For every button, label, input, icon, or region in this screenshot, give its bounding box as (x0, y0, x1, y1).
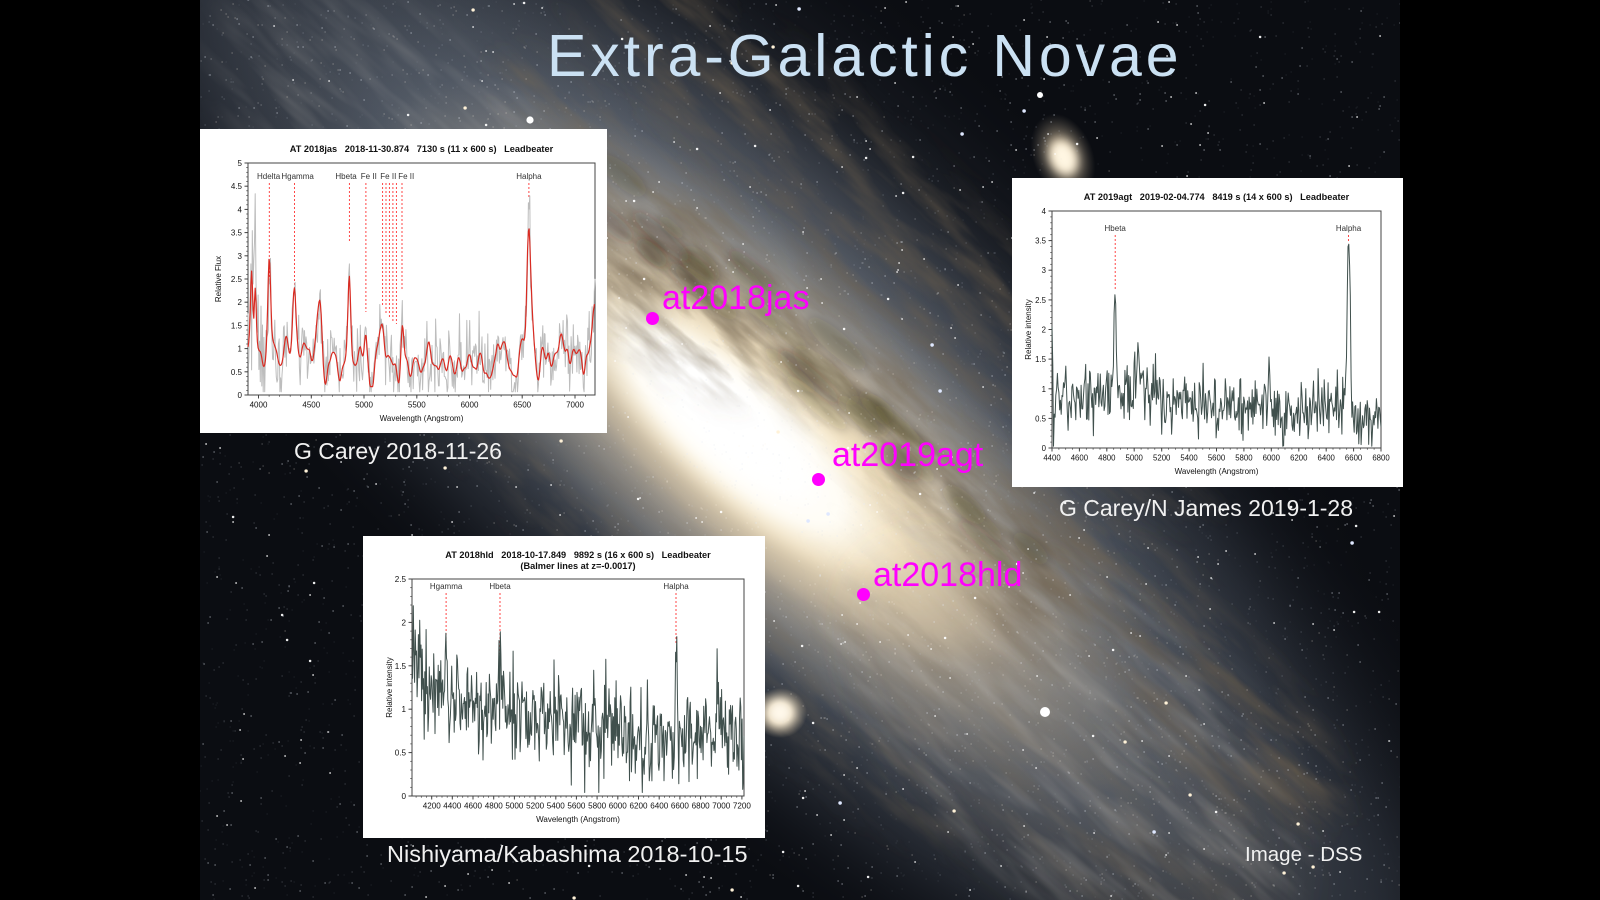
svg-text:6000: 6000 (609, 802, 628, 811)
svg-text:3: 3 (238, 252, 243, 261)
svg-text:5000: 5000 (355, 401, 373, 410)
svg-text:2.5: 2.5 (231, 275, 243, 284)
svg-text:6600: 6600 (1345, 454, 1363, 463)
svg-text:Hbeta: Hbeta (1105, 224, 1127, 233)
svg-text:1.5: 1.5 (395, 662, 407, 671)
svg-text:3: 3 (1042, 266, 1046, 275)
svg-text:0: 0 (238, 391, 243, 400)
svg-text:6000: 6000 (1263, 454, 1281, 463)
svg-text:Hgamma: Hgamma (281, 172, 314, 181)
svg-text:7200: 7200 (733, 802, 752, 811)
svg-text:5500: 5500 (408, 401, 426, 410)
svg-text:2: 2 (401, 618, 406, 627)
svg-text:3.5: 3.5 (231, 229, 243, 238)
svg-text:4200: 4200 (423, 802, 442, 811)
svg-text:0: 0 (1042, 444, 1047, 453)
svg-text:(Balmer lines at z=-0.0017): (Balmer lines at z=-0.0017) (520, 561, 635, 571)
svg-text:AT 2018hld 2018-10-17.849: AT 2018hld 2018-10-17.849 9892 s (16 x 6… (445, 550, 711, 560)
svg-text:4000: 4000 (250, 401, 268, 410)
svg-text:Halpha: Halpha (1336, 224, 1362, 233)
svg-text:2.5: 2.5 (395, 575, 407, 584)
svg-text:0: 0 (401, 792, 406, 801)
svg-text:7000: 7000 (566, 401, 584, 410)
svg-text:AT 2018jas 2018-11-30.874: AT 2018jas 2018-11-30.874 7130 s (11 x 6… (290, 144, 554, 154)
svg-text:4600: 4600 (464, 802, 483, 811)
svg-text:1: 1 (401, 705, 406, 714)
svg-text:5600: 5600 (1208, 454, 1226, 463)
svg-text:6800: 6800 (1372, 454, 1390, 463)
svg-text:2: 2 (238, 298, 243, 307)
svg-text:1: 1 (238, 345, 243, 354)
svg-text:5200: 5200 (1153, 454, 1171, 463)
svg-text:4800: 4800 (485, 802, 504, 811)
svg-text:6500: 6500 (513, 401, 531, 410)
svg-text:4800: 4800 (1098, 454, 1116, 463)
svg-text:6400: 6400 (650, 802, 669, 811)
svg-text:5: 5 (238, 159, 243, 168)
svg-text:Halpha: Halpha (663, 582, 689, 591)
svg-text:1.5: 1.5 (231, 321, 243, 330)
svg-text:5400: 5400 (1180, 454, 1198, 463)
svg-text:4.5: 4.5 (231, 182, 243, 191)
svg-text:0.5: 0.5 (1035, 414, 1047, 423)
svg-text:1.5: 1.5 (1035, 355, 1047, 364)
svg-text:Wavelength (Angstrom): Wavelength (Angstrom) (1175, 467, 1259, 476)
svg-text:1: 1 (1042, 385, 1046, 394)
svg-text:7000: 7000 (712, 802, 731, 811)
svg-text:6200: 6200 (1290, 454, 1308, 463)
svg-text:0.5: 0.5 (231, 368, 243, 377)
svg-text:Fe II: Fe II (380, 172, 396, 181)
svg-text:5800: 5800 (1235, 454, 1253, 463)
svg-text:4600: 4600 (1071, 454, 1089, 463)
svg-text:Relative intensity: Relative intensity (385, 657, 394, 717)
svg-text:4: 4 (1042, 207, 1047, 216)
svg-text:Relative Flux: Relative Flux (214, 256, 223, 302)
svg-text:Hbeta: Hbeta (489, 582, 511, 591)
svg-text:5200: 5200 (526, 802, 545, 811)
svg-text:5800: 5800 (588, 802, 607, 811)
svg-text:Wavelength (Angstrom): Wavelength (Angstrom) (536, 815, 620, 824)
svg-text:Hdelta: Hdelta (257, 172, 281, 181)
svg-text:6400: 6400 (1318, 454, 1336, 463)
svg-text:0.5: 0.5 (395, 749, 407, 758)
svg-text:Halpha: Halpha (516, 172, 542, 181)
svg-text:AT 2019agt 2019-02-04.774: AT 2019agt 2019-02-04.774 8419 s (14 x 6… (1084, 192, 1350, 202)
svg-text:Relative intensity: Relative intensity (1024, 299, 1033, 359)
svg-text:Hbeta: Hbeta (335, 172, 357, 181)
svg-text:5000: 5000 (1126, 454, 1144, 463)
svg-text:5600: 5600 (567, 802, 586, 811)
svg-text:4: 4 (238, 205, 243, 214)
svg-text:3.5: 3.5 (1035, 237, 1047, 246)
svg-text:Fe II: Fe II (361, 172, 377, 181)
svg-text:6600: 6600 (671, 802, 690, 811)
svg-text:6200: 6200 (629, 802, 648, 811)
svg-text:2: 2 (1042, 326, 1046, 335)
svg-text:4500: 4500 (302, 401, 320, 410)
svg-text:4400: 4400 (443, 802, 462, 811)
svg-text:4400: 4400 (1043, 454, 1061, 463)
svg-text:5000: 5000 (505, 802, 524, 811)
svg-text:Hgamma: Hgamma (430, 582, 463, 591)
svg-text:Wavelength (Angstrom): Wavelength (Angstrom) (380, 414, 464, 423)
svg-text:5400: 5400 (547, 802, 566, 811)
svg-text:6000: 6000 (461, 401, 479, 410)
svg-text:2.5: 2.5 (1035, 296, 1047, 305)
svg-text:Fe II: Fe II (398, 172, 414, 181)
svg-text:6800: 6800 (692, 802, 711, 811)
